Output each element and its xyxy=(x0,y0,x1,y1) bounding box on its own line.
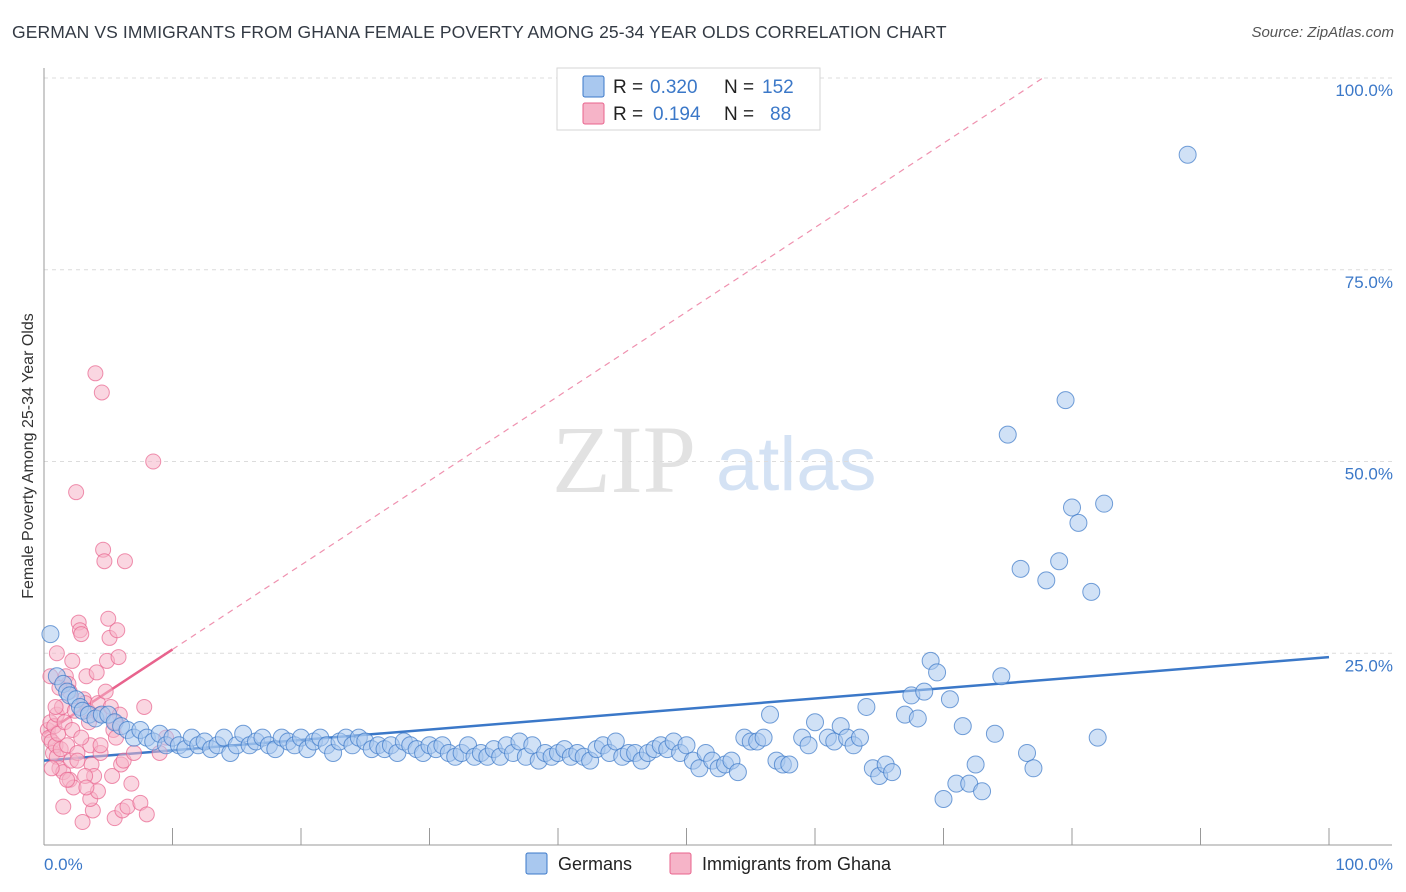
ghana-point xyxy=(64,652,81,669)
y-axis-title: Female Poverty Among 25-34 Year Olds xyxy=(20,313,37,599)
bottom-legend-ghana: Immigrants from Ghana xyxy=(702,854,892,874)
legend-r-label-ghana: R = xyxy=(613,104,643,125)
german-point xyxy=(606,732,625,751)
german-point xyxy=(806,713,824,732)
ghana-point xyxy=(123,775,140,792)
german-point xyxy=(1095,494,1114,513)
german-point xyxy=(940,690,959,709)
ghana-point xyxy=(109,622,126,639)
ghana-point xyxy=(43,760,60,777)
series-germans xyxy=(41,145,1197,808)
german-point xyxy=(1050,552,1069,571)
german-point xyxy=(1037,571,1056,590)
german-point xyxy=(780,755,799,774)
series-ghana xyxy=(39,365,175,830)
ghana-point xyxy=(97,683,114,700)
german-point xyxy=(41,625,60,644)
legend-n-value-germans: 152 xyxy=(762,77,794,98)
ghana-point xyxy=(138,806,155,823)
axes xyxy=(43,68,1392,846)
ghana-point xyxy=(69,752,86,769)
y-tick-label-100: 100.0% xyxy=(1335,81,1393,100)
german-point xyxy=(966,755,985,774)
y-tick-label-25: 25.0% xyxy=(1345,656,1393,675)
legend-r-value-germans: 0.320 xyxy=(650,77,698,98)
german-point xyxy=(1011,559,1030,578)
legend-r-label-germans: R = xyxy=(613,77,643,98)
german-point xyxy=(915,682,934,701)
bottom-legend: Germans Immigrants from Ghana xyxy=(525,852,892,875)
german-point xyxy=(973,782,992,801)
ghana-point xyxy=(96,553,113,570)
bottom-legend-swatch-ghana xyxy=(669,852,692,875)
german-point xyxy=(1088,728,1107,747)
german-point xyxy=(992,667,1011,686)
ghana-point xyxy=(73,626,90,643)
german-point xyxy=(1069,513,1088,532)
german-point xyxy=(1178,145,1197,164)
ghana-point xyxy=(47,698,64,715)
german-point xyxy=(1063,498,1081,517)
legend-n-value-ghana: 88 xyxy=(770,104,791,125)
german-point xyxy=(1056,391,1075,410)
german-point xyxy=(1018,743,1037,762)
bottom-legend-germans: Germans xyxy=(558,854,632,874)
ghana-point xyxy=(116,553,133,570)
german-point xyxy=(754,728,773,747)
legend-swatch-germans xyxy=(582,75,605,98)
german-point xyxy=(998,425,1017,444)
ghana-point xyxy=(59,771,76,788)
page-title: GERMAN VS IMMIGRANTS FROM GHANA FEMALE P… xyxy=(12,22,947,42)
bottom-legend-swatch-germans xyxy=(525,852,548,875)
ghana-point xyxy=(136,698,153,715)
legend: R = 0.320 N = 152 R = 0.194 N = 88 xyxy=(556,67,821,131)
ghana-point xyxy=(48,645,65,662)
y-tick-label-50: 50.0% xyxy=(1345,465,1393,484)
ghana-trend-extension xyxy=(172,77,1044,650)
ghana-point xyxy=(92,737,109,754)
ghana-point xyxy=(68,484,85,501)
y-tick-labels: 25.0% 50.0% 75.0% 100.0% xyxy=(1335,81,1393,675)
ghana-point xyxy=(74,813,91,830)
source-label: Source: ZipAtlas.com xyxy=(1251,24,1394,41)
x-tick-label-min: 0.0% xyxy=(44,855,83,874)
ghana-point xyxy=(73,729,90,746)
ghana-point xyxy=(110,649,127,666)
german-point xyxy=(953,717,972,736)
legend-n-label-ghana: N = xyxy=(724,104,754,125)
german-point xyxy=(934,789,953,808)
legend-swatch-ghana xyxy=(582,102,605,125)
watermark-zip: ZIP xyxy=(552,406,696,513)
german-point xyxy=(728,763,747,782)
ghana-point xyxy=(88,664,105,681)
german-point xyxy=(857,697,876,716)
legend-n-label-germans: N = xyxy=(724,77,754,98)
x-ticks xyxy=(172,828,1330,845)
ghana-point xyxy=(87,365,104,382)
ghana-point xyxy=(125,744,142,761)
ghana-point xyxy=(93,384,110,401)
german-point xyxy=(677,736,696,755)
ghana-point xyxy=(145,453,162,470)
ghana-point xyxy=(55,798,72,815)
ghana-point xyxy=(100,610,117,627)
german-point xyxy=(1024,759,1043,778)
german-point xyxy=(908,709,927,728)
german-point xyxy=(985,724,1004,743)
watermark-atlas: atlas xyxy=(716,422,877,507)
german-point xyxy=(799,736,818,755)
ghana-point xyxy=(104,767,121,784)
gridlines xyxy=(44,77,1392,654)
german-point xyxy=(850,728,869,747)
y-tick-label-75: 75.0% xyxy=(1345,273,1393,292)
x-tick-label-max: 100.0% xyxy=(1335,855,1393,874)
german-point xyxy=(928,663,947,682)
ghana-point xyxy=(78,779,95,796)
legend-r-value-ghana: 0.194 xyxy=(653,104,701,125)
german-point xyxy=(761,705,780,724)
german-point xyxy=(1082,582,1101,601)
german-point xyxy=(883,763,902,782)
